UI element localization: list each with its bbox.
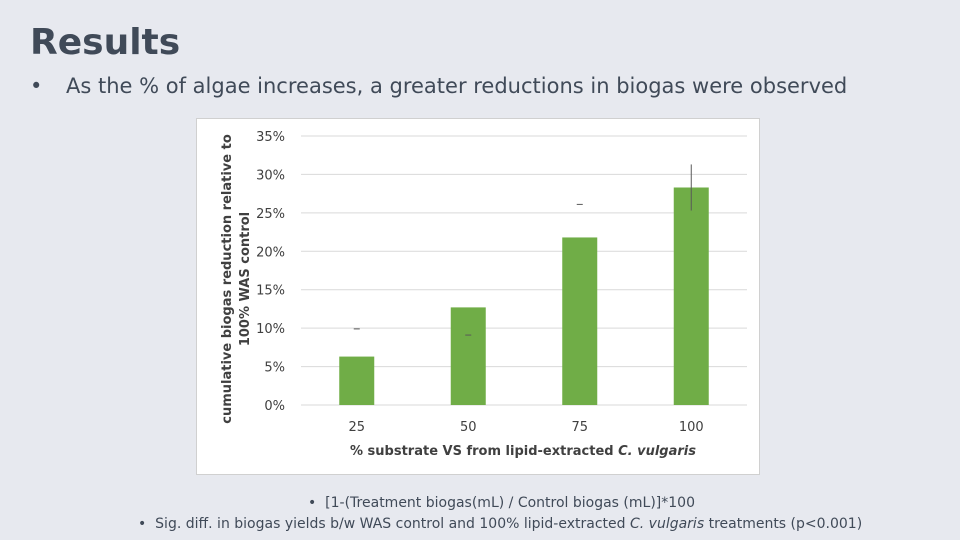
y-tick-label: 5% <box>264 361 285 376</box>
footnote-significance: • Sig. diff. in biogas yields b/w WAS co… <box>138 516 862 532</box>
x-tick-label: 25 <box>348 420 365 435</box>
y-tick-label: 25% <box>256 207 285 222</box>
y-axis-ticks: 0% 5% 10% 15% 20% 25% 30% 35% <box>256 130 285 414</box>
x-axis-title-italic: C. vulgaris <box>618 444 696 459</box>
y-tick-label: 10% <box>256 322 285 337</box>
bar <box>339 356 375 405</box>
bullet-point: • As the % of algae increases, a greater… <box>30 74 847 98</box>
bar <box>450 307 486 405</box>
bullet-text: As the % of algae increases, a greater r… <box>66 74 848 98</box>
slide-title: Results <box>30 22 181 63</box>
y-tick-label: 20% <box>256 245 285 260</box>
bar <box>673 187 709 405</box>
y-axis-title-line2: 100% WAS control <box>238 212 253 346</box>
footnote-marker: • <box>308 495 317 511</box>
x-axis-title: % substrate VS from lipid-extracted C. v… <box>350 444 696 459</box>
x-tick-label: 100 <box>679 420 704 435</box>
y-axis-title-line1: cumulative biogas reduction relative to <box>220 134 235 424</box>
bar-chart: 0% 5% 10% 15% 20% 25% 30% 35% 25 50 75 100 cumulat… <box>196 118 760 475</box>
footnote-formula-text: [1-(Treatment biogas(mL) / Control bioga… <box>325 495 695 511</box>
x-tick-label: 50 <box>460 420 477 435</box>
x-tick-label: 75 <box>571 420 588 435</box>
y-tick-label: 15% <box>256 284 285 299</box>
footnote-formula: • [1-(Treatment biogas(mL) / Control bio… <box>308 495 695 511</box>
y-tick-label: 0% <box>264 399 285 414</box>
x-axis-title-text: % substrate VS from lipid-extracted <box>350 444 618 459</box>
y-tick-label: 35% <box>256 130 285 145</box>
gridlines <box>301 135 747 406</box>
chart-canvas: 0% 5% 10% 15% 20% 25% 30% 35% 25 50 75 100 cumulat… <box>220 130 747 459</box>
footnote-marker: • <box>138 516 147 532</box>
footnote-sig-end: treatments (p<0.001) <box>704 516 863 532</box>
error-bars <box>353 164 692 336</box>
footnote-sig-italic: C. vulgaris <box>629 516 705 532</box>
x-axis-ticks: 25 50 75 100 <box>348 420 703 435</box>
bullet-marker: • <box>30 74 43 98</box>
bars <box>339 187 709 405</box>
bar <box>562 237 598 405</box>
y-tick-label: 30% <box>256 168 285 183</box>
footnote-sig-text: Sig. diff. in biogas yields b/w WAS cont… <box>155 516 630 532</box>
